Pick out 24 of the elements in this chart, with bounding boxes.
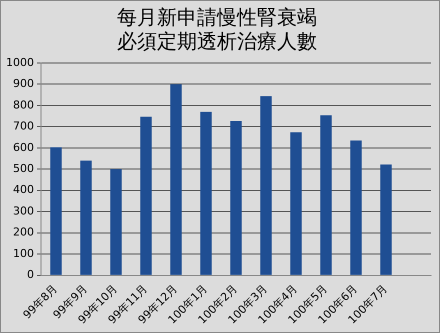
bar: [380, 164, 392, 275]
y-tick-label: 300: [12, 204, 34, 218]
y-tick-label: 600: [12, 140, 34, 154]
y-tick-label: 200: [12, 226, 34, 239]
y-tick-label: 0: [26, 268, 34, 282]
y-tick-label: 400: [12, 183, 34, 196]
y-tick-label: 100: [12, 246, 34, 260]
y-tick-label: 1000: [6, 56, 34, 69]
bar: [290, 132, 302, 275]
bar: [80, 160, 92, 275]
bar: [350, 140, 362, 275]
bar: [50, 147, 62, 275]
bar: [260, 96, 272, 275]
y-tick-label: 800: [12, 98, 34, 112]
y-tick-label: 500: [12, 162, 34, 176]
bar: [230, 120, 242, 275]
chart-title: 每月新申請慢性腎衰竭必須定期透析治療人數: [117, 5, 317, 54]
bar: [110, 169, 122, 275]
bar: [140, 116, 152, 275]
y-tick-label: 700: [12, 120, 34, 133]
bar: [200, 112, 212, 275]
y-tick-label: 900: [12, 77, 34, 90]
bar: [320, 115, 332, 275]
bar: [170, 84, 182, 275]
